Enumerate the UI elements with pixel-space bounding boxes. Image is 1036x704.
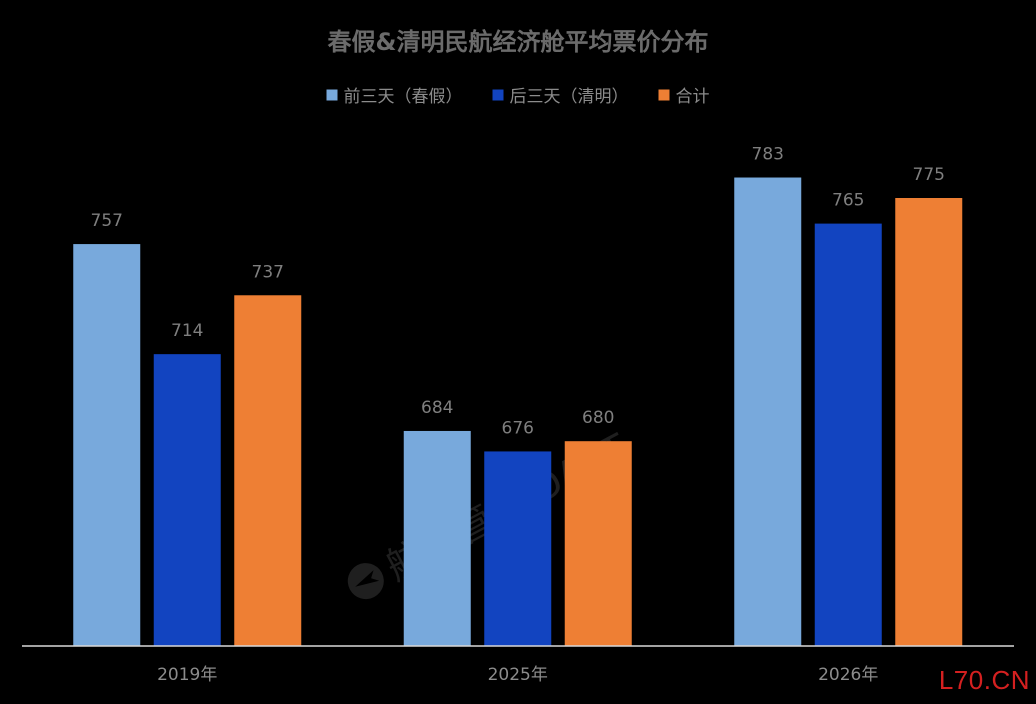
- legend-label-1: 后三天（清明）: [510, 87, 629, 107]
- bar-2-0: [734, 177, 802, 646]
- x-tick-label-2: 2026年: [818, 665, 878, 685]
- data-label-2-1: 765: [832, 191, 864, 211]
- x-axis-ticks: 2019年 2025年 2026年: [157, 665, 878, 685]
- legend-label-2: 合计: [676, 87, 710, 107]
- legend-marker-2: [658, 89, 670, 101]
- bar-0-2: [234, 295, 302, 646]
- data-label-0-0: 757: [91, 211, 123, 231]
- data-label-2-2: 775: [913, 165, 945, 185]
- data-label-1-0: 684: [421, 398, 453, 418]
- legend-marker-1: [492, 89, 504, 101]
- bar-2-2: [895, 198, 963, 646]
- corner-mark: L70.CN: [938, 665, 1030, 695]
- data-label-0-1: 714: [171, 321, 203, 341]
- bar-0-0: [73, 244, 141, 646]
- x-tick-label-1: 2025年: [488, 665, 548, 685]
- bars: [73, 177, 963, 646]
- legend-label-0: 前三天（春假）: [344, 87, 463, 107]
- x-tick-label-0: 2019年: [157, 665, 217, 685]
- data-labels: 757 714 737 684 676 680 783 765 775: [91, 145, 945, 439]
- chart-title: 春假&清明民航经济舱平均票价分布: [328, 28, 709, 56]
- data-label-2-0: 783: [752, 145, 784, 165]
- data-label-1-1: 676: [502, 418, 534, 438]
- bar-1-1: [484, 451, 552, 646]
- plane-logo-icon: [347, 563, 384, 600]
- bar-2-1: [814, 223, 882, 646]
- data-label-1-2: 680: [582, 408, 614, 428]
- bar-0-1: [153, 354, 221, 646]
- bar-1-2: [564, 441, 632, 646]
- legend: 前三天（春假） 后三天（清明） 合计: [326, 87, 710, 107]
- data-label-0-2: 737: [252, 262, 284, 282]
- legend-marker-0: [326, 89, 338, 101]
- bar-1-0: [403, 430, 471, 646]
